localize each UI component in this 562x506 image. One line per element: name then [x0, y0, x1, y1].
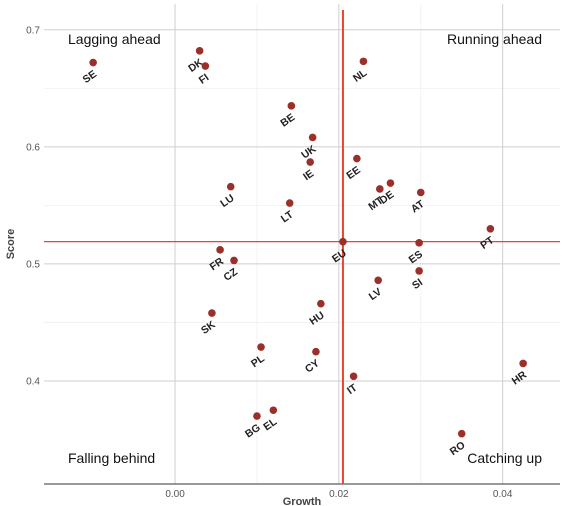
y-tick-labels: 0.4 0.5 0.6 0.7	[26, 25, 40, 387]
y-axis-title: Score	[5, 229, 17, 260]
point-label: FI	[197, 72, 212, 87]
point-label: SK	[199, 318, 218, 336]
point-label: PT	[478, 234, 496, 252]
point-marker	[415, 267, 423, 275]
point-marker	[208, 309, 216, 317]
point-marker	[415, 239, 423, 247]
point-marker	[386, 179, 395, 187]
data-point-si: SI	[410, 267, 425, 292]
point-marker	[253, 412, 261, 420]
point-marker	[312, 347, 320, 356]
point-marker	[226, 182, 235, 191]
point-label: IE	[301, 168, 316, 184]
point-marker	[201, 62, 210, 70]
point-label: IT	[345, 381, 360, 397]
point-marker	[216, 246, 224, 254]
point-marker	[230, 256, 238, 265]
data-point-lu: LU	[218, 182, 237, 210]
point-marker	[359, 57, 368, 66]
point-marker	[457, 429, 466, 438]
point-marker	[376, 185, 384, 193]
data-point-bg: BG	[243, 412, 263, 440]
y-tick-label: 0.7	[26, 25, 40, 36]
point-label: NL	[351, 67, 370, 85]
point-marker	[306, 158, 314, 166]
y-tick-label: 0.4	[26, 376, 40, 387]
point-marker	[353, 154, 361, 163]
data-point-it: IT	[345, 372, 360, 397]
point-marker	[287, 102, 296, 110]
quadrant-label-bottom-left: Falling behind	[68, 450, 155, 466]
data-point-nl: NL	[351, 57, 370, 85]
point-marker	[308, 133, 317, 142]
data-point-sk: SK	[199, 309, 218, 337]
point-label: HU	[307, 309, 326, 328]
point-label: LT	[279, 208, 296, 225]
point-label: SE	[81, 68, 99, 86]
data-point-lt: LT	[279, 199, 296, 225]
point-marker	[519, 359, 527, 368]
point-label: EL	[261, 415, 279, 433]
point-label: LV	[367, 286, 384, 303]
point-label: FR	[208, 255, 227, 273]
data-point-cy: CY	[303, 347, 322, 375]
quadrant-label-top-right: Running ahead	[447, 31, 542, 47]
y-tick-label: 0.5	[26, 259, 40, 270]
point-label: CZ	[222, 266, 241, 284]
point-marker	[285, 199, 294, 207]
x-tick-label: 0.04	[493, 489, 513, 500]
data-point-se: SE	[81, 58, 99, 86]
point-label: HR	[510, 369, 530, 388]
x-tick-labels: 0.00 0.02 0.04	[165, 489, 513, 500]
point-label: EE	[344, 164, 362, 182]
point-marker	[269, 406, 278, 415]
point-label: CY	[303, 357, 322, 375]
data-point-hu: HU	[307, 299, 327, 328]
data-point-ro: RO	[448, 429, 468, 458]
data-point-pl: PL	[249, 343, 267, 370]
data-point-cz: CZ	[222, 256, 241, 284]
data-point-es: ES	[407, 239, 425, 266]
data-point-be: BE	[278, 102, 297, 130]
point-marker	[339, 237, 347, 246]
point-marker	[416, 188, 425, 197]
point-marker	[257, 343, 265, 351]
point-marker	[486, 224, 495, 233]
point-label: PL	[249, 352, 267, 370]
quadrant-label-bottom-right: Catching up	[467, 450, 542, 466]
point-label: BG	[243, 422, 263, 441]
data-point-hr: HR	[510, 359, 530, 388]
point-label: RO	[448, 439, 468, 458]
data-point-lv: LV	[367, 276, 384, 303]
point-label: AT	[409, 198, 427, 216]
data-point-el: EL	[261, 406, 280, 433]
point-label: LU	[218, 192, 236, 210]
point-marker	[195, 47, 204, 55]
data-point-ie: IE	[301, 158, 316, 183]
point-label: BE	[278, 111, 297, 129]
data-point-uk: UK	[299, 133, 319, 162]
x-tick-label: 0.02	[329, 489, 349, 500]
quadrant-label-top-left: Lagging ahead	[68, 31, 161, 47]
x-axis-title: Growth	[283, 496, 322, 506]
data-point-at: AT	[409, 188, 427, 216]
point-marker	[374, 276, 382, 285]
point-marker	[349, 372, 358, 381]
data-point-pt: PT	[478, 224, 497, 252]
point-marker	[317, 299, 325, 308]
data-point-fr: FR	[208, 246, 227, 273]
grid-lines	[44, 4, 560, 484]
x-tick-label: 0.00	[165, 489, 185, 500]
point-marker	[89, 58, 97, 67]
y-tick-label: 0.6	[26, 142, 40, 153]
point-label: SI	[410, 276, 425, 292]
data-point-ee: EE	[344, 154, 363, 182]
data-point-dk: DK	[186, 47, 206, 75]
point-label: EU	[330, 247, 349, 265]
